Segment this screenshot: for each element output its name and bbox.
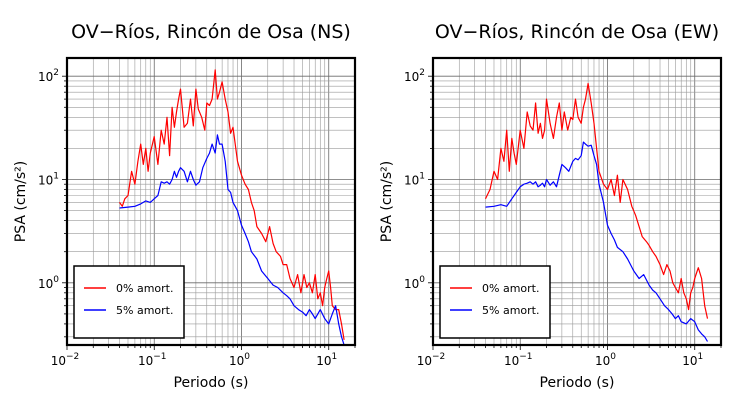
series-line-undamped xyxy=(484,82,709,319)
x-axis-label: Periodo (s) xyxy=(540,375,615,391)
x-tick-label: 10−2 xyxy=(417,352,446,368)
chart-title: OV−Ríos, Rincón de Osa (EW) xyxy=(435,21,719,43)
y-tick-label: 100 xyxy=(404,275,425,291)
chart-panel-ew: 10−2 10−1 100 101 100 101 102 OV−Ríos, Rincón d… xyxy=(379,21,723,391)
x-tick-label: 10−1 xyxy=(138,352,167,368)
legend-label: 0% amort. xyxy=(482,282,539,295)
chart-panel-ns: 10−2 10−1 100 101 100 101 102 OV−Ríos, Rincón d… xyxy=(13,21,357,391)
x-tick-label: 10−2 xyxy=(51,352,80,368)
y-tick-label: 101 xyxy=(38,171,59,187)
legend-box xyxy=(73,265,185,339)
x-tick-label: 101 xyxy=(682,352,703,368)
plot-frame xyxy=(431,56,723,347)
x-axis-label: Periodo (s) xyxy=(174,375,249,391)
plot-frame xyxy=(65,56,357,347)
y-axis-label: PSA (cm/s²) xyxy=(379,161,395,243)
legend-label: 5% amort. xyxy=(116,304,173,317)
y-tick-label: 100 xyxy=(38,275,59,291)
legend-label: 5% amort. xyxy=(482,304,539,317)
chart-title: OV−Ríos, Rincón de Osa (NS) xyxy=(71,21,351,43)
legend-label: 0% amort. xyxy=(116,282,173,295)
y-tick-label: 102 xyxy=(38,68,59,84)
x-tick-label: 100 xyxy=(229,352,250,368)
x-tick-label: 10−1 xyxy=(504,352,533,368)
y-axis-label: PSA (cm/s²) xyxy=(13,161,29,243)
legend-box xyxy=(439,265,551,339)
y-tick-label: 102 xyxy=(404,68,425,84)
x-tick-label: 101 xyxy=(316,352,337,368)
series-line-damped xyxy=(119,134,345,346)
y-tick-label: 101 xyxy=(404,171,425,187)
series-line-damped xyxy=(485,141,709,342)
x-tick-label: 100 xyxy=(595,352,616,368)
series-line-undamped xyxy=(119,69,345,340)
